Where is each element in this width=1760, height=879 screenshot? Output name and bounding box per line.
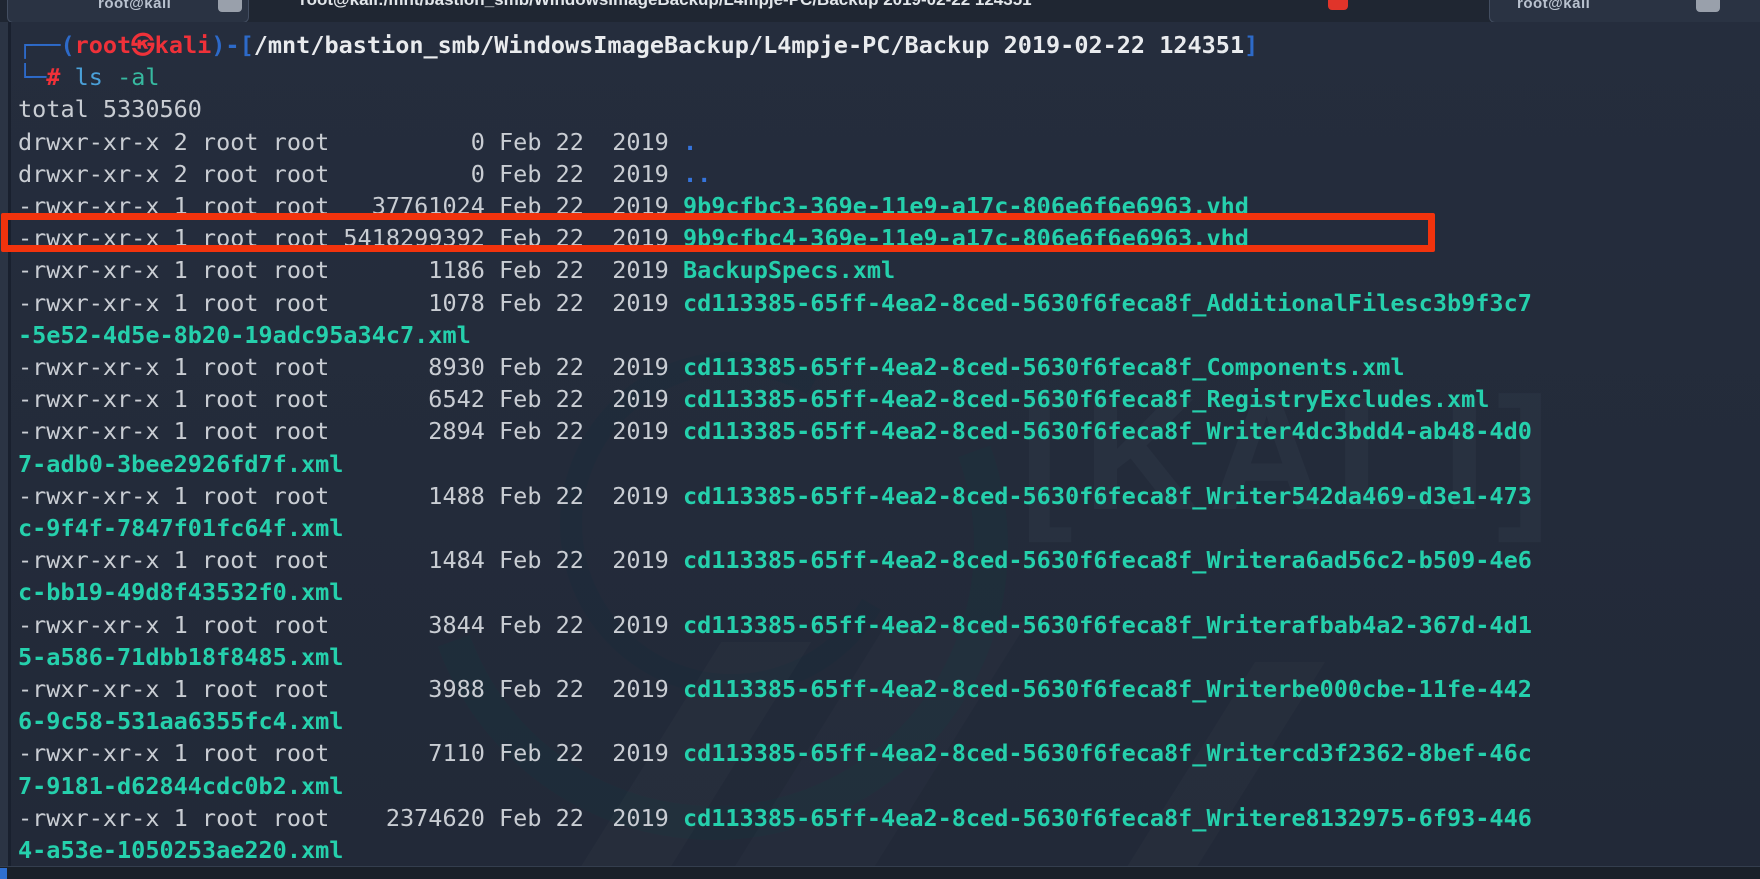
listing-row: drwxr-xr-x 2 root root 0 Feb 22 2019 . — [18, 126, 1533, 158]
tab-close-button-icon[interactable] — [218, 0, 242, 12]
file-metadata: -rwxr-xr-x 1 root root 37761024 Feb 22 2… — [18, 192, 683, 221]
listing-row: -rwxr-xr-x 1 root root 7110 Feb 22 2019 … — [18, 737, 1533, 801]
file-name: cd113385-65ff-4ea2-8ced-5630f6feca8f_Reg… — [682, 385, 1490, 414]
file-name: cd113385-65ff-4ea2-8ced-5630f6feca8f_Wri… — [18, 803, 1532, 865]
listing-row: -rwxr-xr-x 1 root root 8930 Feb 22 2019 … — [18, 351, 1533, 383]
terminal-output: ┌──(root㉿kali)-[/mnt/bastion_smb/Windows… — [18, 29, 1533, 866]
listing-row: -rwxr-xr-x 1 root root 1186 Feb 22 2019 … — [18, 254, 1533, 286]
file-metadata: -rwxr-xr-x 1 root root 2374620 Feb 22 20… — [18, 803, 683, 832]
file-metadata: -rwxr-xr-x 1 root root 8930 Feb 22 2019 — [18, 353, 683, 382]
file-metadata: -rwxr-xr-x 1 root root 6542 Feb 22 2019 — [18, 385, 683, 414]
file-name: cd113385-65ff-4ea2-8ced-5630f6feca8f_Wri… — [18, 481, 1532, 543]
listing-row: -rwxr-xr-x 1 root root 1488 Feb 22 2019 … — [18, 480, 1533, 544]
file-name: cd113385-65ff-4ea2-8ced-5630f6feca8f_Wri… — [18, 610, 1532, 671]
listing-row: drwxr-xr-x 2 root root 0 Feb 22 2019 .. — [18, 158, 1533, 190]
terminal-tab-left[interactable]: root@kali — [7, 0, 249, 22]
file-name: cd113385-65ff-4ea2-8ced-5630f6feca8f_Add… — [18, 288, 1532, 349]
prompt-user: root㉿kali — [74, 31, 212, 59]
scroll-indicator — [0, 868, 7, 879]
directory-name: . — [682, 127, 698, 156]
listing-row-highlighted: -rwxr-xr-x 1 root root 5418299392 Feb 22… — [18, 222, 1533, 254]
listing-row: -rwxr-xr-x 1 root root 2374620 Feb 22 20… — [18, 802, 1533, 866]
file-metadata: -rwxr-xr-x 1 root root 3844 Feb 22 2019 — [18, 610, 683, 639]
file-name: cd113385-65ff-4ea2-8ced-5630f6feca8f_Wri… — [18, 417, 1532, 478]
file-name: cd113385-65ff-4ea2-8ced-5630f6feca8f_Wri… — [18, 675, 1532, 736]
terminal-tab-bar: root@kali root@kali:/mnt/bastion_smb/Win… — [0, 0, 1760, 22]
command-line: └─# ls -al — [18, 63, 160, 92]
command-args: -al — [117, 63, 160, 92]
tab-title: root@kali — [98, 0, 172, 12]
listing-row: -rwxr-xr-x 1 root root 3988 Feb 22 2019 … — [18, 673, 1533, 737]
listing-row: -rwxr-xr-x 1 root root 1078 Feb 22 2019 … — [18, 287, 1533, 351]
file-metadata: -rwxr-xr-x 1 root root 3988 Feb 22 2019 — [18, 675, 683, 704]
prompt-symbol: # — [46, 63, 61, 92]
file-metadata: -rwxr-xr-x 1 root root 2894 Feb 22 2019 — [18, 417, 683, 446]
close-icon[interactable] — [1328, 0, 1348, 10]
file-name: BackupSpecs.xml — [682, 256, 896, 285]
kali-watermark: [KALI] — [1020, 362, 1560, 546]
terminal-viewport[interactable]: [KALI] ┌──(root㉿kali)-[/mnt/bastion_smb/… — [0, 22, 1760, 866]
listing-row: -rwxr-xr-x 1 root root 3844 Feb 22 2019 … — [18, 609, 1533, 673]
prompt-path: /mnt/bastion_smb/WindowsImageBackup/L4mp… — [253, 31, 1245, 59]
file-name: 9b9cfbc4-369e-11e9-a17c-806e6f6e6963.vhd — [682, 224, 1249, 253]
file-name: 9b9cfbc3-369e-11e9-a17c-806e6f6e6963.vhd — [682, 192, 1249, 221]
file-name: cd113385-65ff-4ea2-8ced-5630f6feca8f_Com… — [682, 353, 1405, 382]
file-name: cd113385-65ff-4ea2-8ced-5630f6feca8f_Wri… — [18, 739, 1532, 800]
command: ls — [74, 63, 103, 92]
file-name: cd113385-65ff-4ea2-8ced-5630f6feca8f_Wri… — [18, 546, 1532, 607]
listing-row: -rwxr-xr-x 1 root root 1484 Feb 22 2019 … — [18, 544, 1533, 608]
file-metadata: -rwxr-xr-x 1 root root 1186 Feb 22 2019 — [18, 256, 683, 285]
tab-close-button-icon[interactable] — [1696, 0, 1720, 12]
file-metadata: -rwxr-xr-x 1 root root 1488 Feb 22 2019 — [18, 481, 683, 510]
file-metadata: drwxr-xr-x 2 root root 0 Feb 22 2019 — [18, 127, 683, 156]
tab-title: root@kali — [1517, 0, 1591, 12]
file-metadata: drwxr-xr-x 2 root root 0 Feb 22 2019 — [18, 159, 683, 188]
active-tab-title: root@kali:/mnt/bastion_smb/WindowsImageB… — [300, 0, 1032, 13]
total-line: total 5330560 — [18, 95, 202, 124]
file-metadata: -rwxr-xr-x 1 root root 7110 Feb 22 2019 — [18, 739, 683, 768]
listing-row: -rwxr-xr-x 1 root root 2894 Feb 22 2019 … — [18, 415, 1533, 479]
window-left-edge — [0, 22, 11, 866]
file-metadata: -rwxr-xr-x 1 root root 1484 Feb 22 2019 — [18, 546, 683, 575]
file-metadata: -rwxr-xr-x 1 root root 5418299392 Feb 22… — [18, 224, 683, 253]
terminal-tab-right[interactable]: root@kali — [1489, 0, 1760, 22]
listing-row: -rwxr-xr-x 1 root root 6542 Feb 22 2019 … — [18, 383, 1533, 415]
file-metadata: -rwxr-xr-x 1 root root 1078 Feb 22 2019 — [18, 288, 683, 317]
directory-name: .. — [682, 159, 712, 188]
prompt-line: ┌──(root㉿kali)-[/mnt/bastion_smb/Windows… — [18, 31, 1259, 59]
bottom-panel-edge — [0, 866, 1760, 879]
listing-row: -rwxr-xr-x 1 root root 37761024 Feb 22 2… — [18, 190, 1533, 222]
